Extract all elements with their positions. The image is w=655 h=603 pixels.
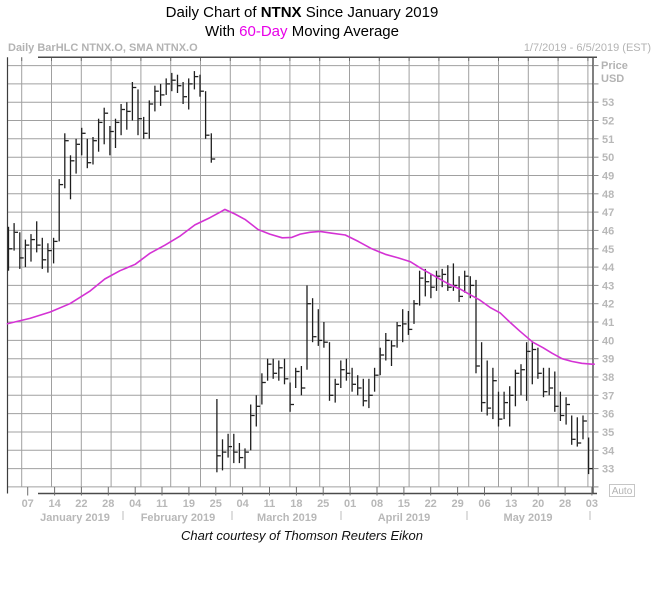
price-tick-label: 42: [602, 299, 614, 311]
x-tick-label: 04: [129, 498, 142, 510]
price-tick-label: 46: [602, 225, 614, 237]
x-tick-label: 28: [102, 498, 114, 510]
price-tick-label: 48: [602, 189, 614, 201]
price-tick-label: 36: [602, 409, 614, 421]
title-text2-tail: Moving Average: [287, 23, 399, 40]
chart-attribution: Chart courtesy of Thomson Reuters Eikon: [180, 528, 424, 543]
x-tick-label: 03: [586, 498, 598, 510]
price-tick-label: 35: [602, 427, 614, 439]
price-tick-label: 41: [602, 317, 614, 329]
x-tick-label: 25: [317, 498, 329, 510]
x-tick-label: 25: [210, 498, 222, 510]
title-ticker: NTNX: [260, 4, 302, 21]
price-tick-label: 38: [602, 372, 614, 384]
price-tick-label: 50: [602, 152, 614, 164]
price-tick-label: 47: [602, 207, 614, 219]
price-tick-label: 33: [602, 464, 614, 476]
title-text: Daily Chart of: [165, 4, 261, 21]
month-label: March 2019: [257, 512, 317, 524]
sma-60-line: [6, 208, 595, 365]
month-label: February 2019: [141, 512, 216, 524]
x-tick-label: 20: [532, 498, 544, 510]
x-tick-label: 07: [22, 498, 34, 510]
date-range-label: 1/7/2019 - 6/5/2019 (EST): [523, 42, 651, 54]
chart-title-line1: Daily Chart of NTNX Since January 2019: [0, 4, 604, 21]
price-tick-label: 37: [602, 390, 614, 402]
price-tick-label: 53: [602, 97, 614, 109]
x-tick-label: 22: [75, 498, 87, 510]
x-tick-label: 18: [290, 498, 302, 510]
title-sma-accent: 60-Day: [239, 23, 288, 40]
price-tick-label: 34: [602, 445, 615, 457]
month-label: January 2019: [40, 512, 110, 524]
auto-scale-button[interactable]: Auto: [609, 484, 635, 497]
price-tick-label: 51: [602, 134, 614, 146]
price-tick-label: 44: [602, 262, 615, 274]
x-tick-label: 11: [264, 498, 276, 510]
x-tick-label: 22: [425, 498, 437, 510]
x-tick-label: 15: [398, 498, 410, 510]
chart-title-line2: With 60-Day Moving Average: [0, 23, 604, 40]
x-tick-label: 28: [559, 498, 571, 510]
x-tick-label: 19: [183, 498, 195, 510]
x-tick-label: 29: [451, 498, 463, 510]
month-label: May 2019: [504, 512, 553, 524]
price-axis-title: Price: [601, 60, 628, 72]
price-tick-label: 39: [602, 354, 614, 366]
x-tick-label: 11: [156, 498, 168, 510]
x-tick-label: 01: [344, 498, 356, 510]
title-text-tail: Since January 2019: [301, 4, 439, 21]
x-tick-label: 06: [478, 498, 490, 510]
price-tick-label: 52: [602, 116, 614, 128]
price-tick-label: 49: [602, 171, 614, 183]
price-tick-label: 43: [602, 280, 614, 292]
price-tick-label: 40: [602, 335, 614, 347]
currency-axis-title: USD: [601, 73, 625, 85]
title-text2: With: [205, 23, 240, 40]
x-tick-label: 13: [505, 498, 517, 510]
month-label: April 2019: [378, 512, 431, 524]
x-tick-label: 14: [48, 498, 61, 510]
series-legend-label: Daily BarHLC NTNX.O, SMA NTNX.O: [8, 42, 198, 54]
x-tick-label: 04: [236, 498, 249, 510]
price-tick-label: 45: [602, 244, 614, 256]
x-tick-label: 08: [371, 498, 383, 510]
